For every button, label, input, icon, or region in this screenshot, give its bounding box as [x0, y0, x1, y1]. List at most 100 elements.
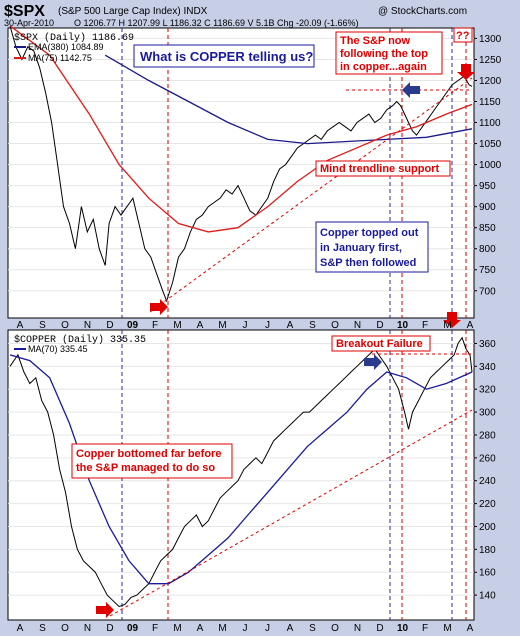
top-legend-series: $SPX (Daily) 1186.69 [14, 32, 134, 44]
copper-top-box [315, 221, 429, 273]
header-name: (S&P 500 Large Cap Index) INDX [58, 6, 208, 17]
top-y-tick-label: 1050 [479, 139, 502, 150]
header-quote: O 1206.77 H 1207.99 L 1186.32 C 1186.69 … [74, 18, 359, 28]
top-y-tick-label: 1100 [479, 118, 501, 129]
top-month-label: M [218, 320, 226, 331]
bottom-vertical-markers [121, 330, 467, 620]
top-month-label: M [443, 320, 451, 331]
bottom-month-label: S [39, 623, 46, 634]
bottom-y-tick-label: 340 [479, 362, 496, 373]
top-y-tick-label: 1300 [479, 34, 502, 45]
sp-follow-text: The S&P now following the top in copper...… [340, 35, 428, 73]
question-text: What is COPPER telling us? [140, 49, 313, 64]
bottom-y-tick-label: 360 [479, 339, 496, 350]
qq-box [453, 27, 473, 43]
header-date: 30-Apr-2010 [4, 18, 54, 28]
top-month-label: D [376, 320, 383, 331]
bottom-y-axis: 360 340 320 300 280 260 240 220 200 180 160 140 [474, 339, 496, 602]
bottom-y-tick-label: 220 [479, 499, 496, 510]
top-y-tick-label: 800 [479, 244, 496, 255]
top-y-axis: 1300 1250 1200 1150 1100 1050 1000 950 900 850 800… [474, 34, 502, 297]
bottom-y-tick-label: 280 [479, 430, 496, 441]
top-y-tick-label: 950 [479, 181, 496, 192]
top-month-labels: A S O N D 09 F M A M J J A S O N D 10 F M A [17, 320, 474, 331]
top-month-label: S [39, 320, 46, 331]
bottom-month-label: A [467, 623, 474, 634]
bottom-month-label: J [265, 623, 270, 634]
breakout-box [331, 335, 431, 352]
bottom-month-label: F [422, 623, 428, 634]
bottom-month-label: D [106, 623, 113, 634]
top-red-down-arrow-icon [457, 64, 475, 80]
top-blue-arrow-icon [402, 82, 420, 98]
bottom-month-labels: A S O N D 09 F M A M J J A S O N D 10 F M A [17, 623, 474, 634]
bottomed-text: Copper bottomed far before the S&P manage… [76, 448, 221, 474]
top-trendline [149, 77, 473, 313]
bottom-legend-ma: MA(70) 335.45 [28, 344, 88, 354]
trendline-box [315, 160, 451, 177]
bottom-month-label: O [331, 623, 339, 634]
bottom-month-label: O [61, 623, 69, 634]
bottom-y-tick-label: 180 [479, 545, 496, 556]
bottom-gridlines [8, 342, 474, 596]
bottomed-box [71, 443, 233, 479]
top-legend-ma: MA(75) 1142.75 [28, 53, 92, 63]
top-month-label: O [61, 320, 69, 331]
bottom-y-tick-label: 140 [479, 591, 496, 602]
bottom-month-label: S [309, 623, 316, 634]
bottom-month-label: M [218, 623, 226, 634]
top-bottom-arrow-icon [150, 299, 168, 315]
top-month-label: A [467, 320, 474, 331]
bottom-month-label: M [173, 623, 181, 634]
top-y-tick-label: 1000 [479, 160, 502, 171]
header-symbol: $SPX [4, 3, 45, 20]
top-y-tick-label: 1200 [479, 76, 502, 87]
top-legend-ema: EMA(380) 1084.89 [28, 42, 104, 52]
top-month-label: A [17, 320, 24, 331]
bottom-month-label: 09 [127, 623, 139, 634]
bottom-series-0 [9, 336, 473, 608]
top-y-tick-label: 1250 [479, 55, 502, 66]
bottom-y-tick-label: 160 [479, 568, 496, 579]
bottom-month-label: N [354, 623, 361, 634]
bottom-red-down-arrow-icon [443, 312, 461, 328]
bottom-y-tick-label: 200 [479, 522, 496, 533]
top-month-label: J [243, 320, 248, 331]
header-watermark: @ StockCharts.com [378, 6, 467, 17]
top-y-tick-label: 700 [479, 286, 496, 297]
bottom-y-tick-label: 320 [479, 385, 496, 396]
top-month-label: N [84, 320, 91, 331]
top-series-2 [9, 26, 473, 233]
bottom-bottom-arrow-icon [96, 602, 114, 618]
bottom-month-label: A [197, 623, 204, 634]
bottom-legend-series: $COPPER (Daily) 335.35 [14, 334, 146, 346]
top-month-label: F [422, 320, 428, 331]
bottom-month-label: A [287, 623, 294, 634]
qq-text: ?? [456, 30, 470, 42]
bottom-month-label: 10 [397, 623, 409, 634]
bottom-y-tick-label: 240 [479, 476, 496, 487]
bottom-month-label: A [17, 623, 24, 634]
trendline-text: Mind trendline support [320, 163, 439, 175]
top-series-1 [104, 54, 473, 145]
copper-top-text: Copper topped out in January first, S&P th… [320, 227, 419, 269]
bottom-month-label: N [84, 623, 91, 634]
top-y-tick-label: 900 [479, 202, 496, 213]
sp-follow-box [335, 31, 443, 75]
top-y-tick-label: 1150 [479, 97, 501, 108]
breakout-text: Breakout Failure [336, 338, 423, 350]
top-month-label: 09 [127, 320, 139, 331]
top-series-0 [9, 26, 473, 303]
bottom-month-label: D [376, 623, 383, 634]
bottom-y-tick-label: 300 [479, 408, 496, 419]
top-y-tick-label: 750 [479, 265, 496, 276]
top-month-label: 10 [397, 320, 409, 331]
bottom-blue-arrow-icon [364, 354, 382, 370]
bottom-month-label: J [243, 623, 248, 634]
top-month-label: A [197, 320, 204, 331]
top-month-label: S [309, 320, 316, 331]
bottom-y-tick-label: 260 [479, 453, 496, 464]
bottom-month-label: F [152, 623, 158, 634]
